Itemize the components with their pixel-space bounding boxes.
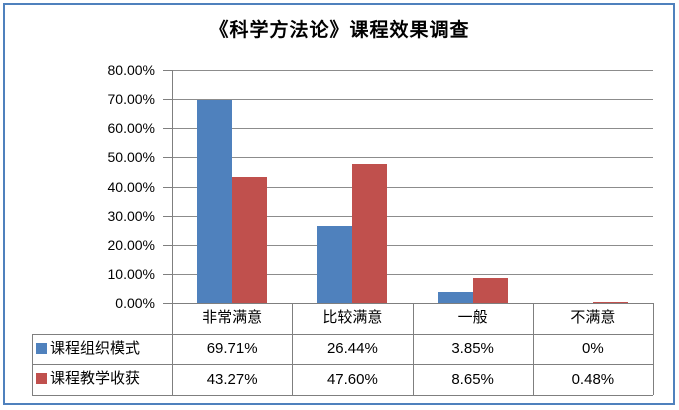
value-cell: 0% — [582, 340, 604, 357]
bar-课程组织模式 — [317, 225, 353, 303]
y-axis-tick — [163, 273, 172, 275]
value-cell: 0.48% — [571, 371, 615, 388]
legend-marker — [36, 373, 47, 384]
category-header-cell: 不满意 — [570, 310, 616, 326]
table-line — [32, 364, 653, 365]
gridline — [172, 70, 653, 71]
y-axis-label: 80.00% — [107, 62, 155, 78]
gridline — [172, 157, 653, 159]
table-line — [653, 303, 654, 395]
category-header-cell: 比较满意 — [322, 310, 383, 326]
table-line — [32, 334, 33, 395]
bar-课程教学收获 — [472, 277, 508, 303]
chart-title: 《科学方法论》课程效果调查 — [209, 20, 470, 41]
value-cell: 8.65% — [451, 371, 494, 388]
y-axis-label: 60.00% — [107, 120, 155, 137]
gridline — [172, 273, 653, 275]
bar-课程教学收获 — [592, 301, 628, 303]
bar-课程教学收获 — [352, 164, 388, 303]
legend-cell: 课程教学收获 — [32, 364, 172, 395]
y-axis-tick — [163, 128, 172, 130]
category-header-cell: 一般 — [457, 310, 488, 326]
y-axis-label: 0.00% — [115, 295, 155, 311]
y-axis-tick — [163, 215, 172, 217]
table-line — [412, 303, 414, 395]
gridline — [172, 215, 653, 217]
y-axis-label: 50.00% — [107, 149, 155, 166]
bar-课程组织模式 — [437, 291, 473, 303]
y-axis-line — [172, 70, 173, 395]
y-axis-tick — [163, 99, 172, 101]
value-cell: 43.27% — [206, 371, 258, 388]
y-axis-tick — [163, 157, 172, 159]
table-line — [292, 303, 294, 395]
bar-课程组织模式 — [197, 99, 233, 303]
y-axis-label: 10.00% — [107, 265, 155, 282]
y-axis-tick — [163, 303, 172, 304]
value-cell: 47.60% — [326, 371, 378, 388]
y-axis-tick — [163, 70, 172, 71]
y-axis-label: 40.00% — [107, 178, 155, 195]
y-axis-label: 30.00% — [107, 207, 155, 224]
value-cell: 26.44% — [326, 340, 378, 357]
y-axis-label: 70.00% — [107, 91, 155, 108]
bar-课程教学收获 — [232, 176, 268, 303]
legend-cell: 课程组织模式 — [32, 334, 172, 364]
value-cell: 3.85% — [451, 340, 494, 357]
table-line — [32, 334, 653, 335]
category-header-cell: 非常满意 — [202, 310, 263, 326]
y-axis-tick — [163, 186, 172, 188]
gridline — [172, 128, 653, 130]
table-line — [32, 395, 653, 396]
legend-series-label: 课程组织模式 — [50, 341, 141, 357]
table-line — [532, 303, 534, 395]
gridline — [172, 99, 653, 101]
legend-series-label: 课程教学收获 — [50, 371, 141, 387]
legend-marker — [36, 343, 47, 354]
y-axis-tick — [163, 244, 172, 246]
gridline — [172, 186, 653, 188]
y-axis-label: 20.00% — [107, 236, 155, 253]
value-cell: 69.71% — [206, 340, 258, 357]
gridline — [172, 244, 653, 246]
